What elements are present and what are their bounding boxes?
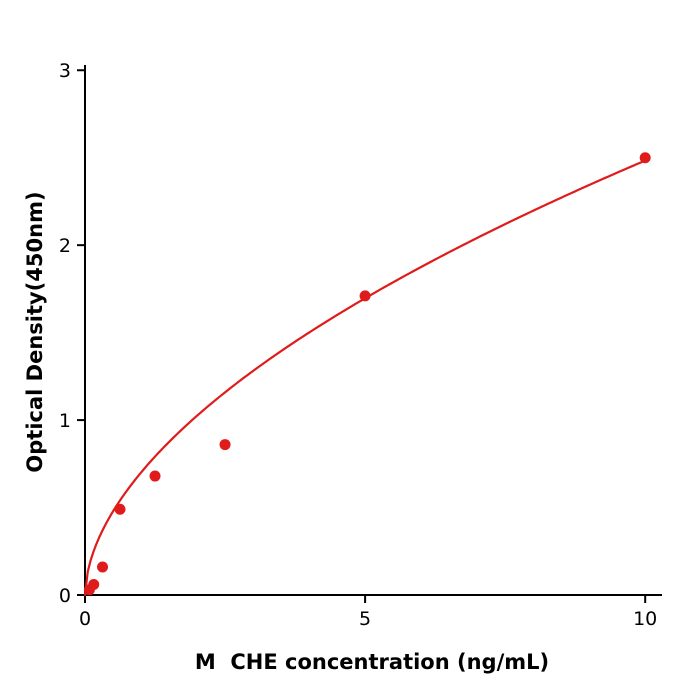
y-axis-label: Optical Density(450nm) [23, 191, 47, 473]
data-point [97, 561, 109, 573]
data-point [114, 503, 126, 515]
data-point [219, 439, 231, 451]
x-tick-label: 0 [79, 608, 91, 630]
fit-curve [83, 159, 647, 597]
x-tick-label: 5 [359, 608, 371, 630]
x-tick-label: 10 [633, 608, 657, 630]
y-tick-label: 3 [59, 60, 71, 82]
data-point [639, 152, 651, 164]
y-tick-label: 1 [59, 410, 71, 432]
x-axis-label: M CHE concentration (ng/mL) [194, 650, 550, 674]
y-tick-label: 0 [59, 585, 71, 607]
y-tick-label: 2 [59, 235, 71, 257]
data-point [149, 470, 161, 482]
data-point [359, 290, 371, 302]
data-point [88, 579, 100, 590]
